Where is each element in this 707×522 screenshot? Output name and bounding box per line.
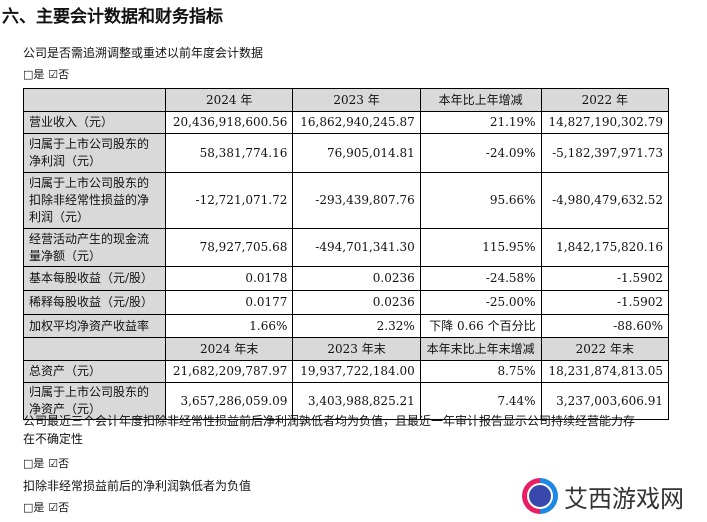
- watermark: 艾西游戏网: [522, 478, 684, 514]
- row-label: 营业收入（元）: [23, 111, 166, 134]
- cell-value: 1,842,175,820.16: [540, 228, 670, 267]
- cell-value: 0.0236: [292, 290, 421, 315]
- cell-value: 20,436,918,600.56: [164, 111, 294, 134]
- no-checkbox: ☑否: [48, 68, 70, 81]
- cell-value: 3,237,003,606.91: [540, 382, 670, 420]
- cell-value: 76,905,014.81: [292, 133, 421, 173]
- yes-checkbox: □是: [23, 457, 45, 470]
- financial-table: 2024 年 2023 年本年比上年增减 2022 年营业收入（元） 20,436,9…: [23, 88, 670, 420]
- cell-value: 21.19%: [419, 111, 542, 134]
- answer-2: □是 ☑否: [23, 455, 69, 471]
- table-row: 营业收入（元） 20,436,918,600.56 16,862,940,245.8…: [23, 111, 670, 134]
- cell-value: 95.66%: [419, 172, 542, 229]
- gear-logo-icon: [522, 478, 558, 514]
- cell-value: 115.95%: [419, 228, 542, 267]
- table-header-row: 2024 年 2023 年本年比上年增减 2022 年: [23, 88, 670, 112]
- table-row: 归属于上市公司股东的扣除非经常性损益的净利润（元） -12,721,071.72-…: [23, 172, 670, 229]
- row-label: 经营活动产生的现金流量净额（元）: [23, 228, 166, 267]
- table-row: 归属于上市公司股东的净资产（元） 3,657,286,059.09 3,403,98…: [23, 382, 670, 420]
- cell-value: 0.0236: [292, 266, 421, 291]
- cell-value: -293,439,807.76: [292, 172, 421, 229]
- cell-value: -4,980,479,632.52: [540, 172, 670, 229]
- watermark-text: 艾西游戏网: [564, 484, 684, 513]
- column-header: 2022 年末: [540, 337, 670, 361]
- cell-value: -5,182,397,971.73: [540, 133, 670, 173]
- cell-value: 1.66%: [164, 314, 294, 338]
- cell-value: 58,381,774.16: [164, 133, 294, 173]
- cell-value: 19,937,722,184.00: [292, 360, 421, 383]
- table-row: 加权平均净资产收益率 1.66% 2.32% 下降 0.66 个百分比 -88.60%: [23, 314, 670, 338]
- column-header: 本年末比上年末增减: [419, 337, 542, 361]
- cell-value: -25.00%: [419, 290, 542, 315]
- cell-value: -12,721,071.72: [164, 172, 294, 229]
- column-header: [23, 88, 166, 112]
- question-going-concern: 公司最近三个会计年度扣除非经常性损益前后净利润孰低者均为负值，且最近一年审计报告…: [23, 414, 636, 446]
- table-row: 稀释每股收益（元/股） 0.0177 0.0236 -25.00% -1.5902: [23, 290, 670, 315]
- answer-3: □是 ☑否: [23, 499, 69, 515]
- cell-value: -24.09%: [419, 133, 542, 173]
- cell-value: 21,682,209,787.97: [164, 360, 294, 383]
- answer-1: □是 ☑否: [23, 66, 69, 82]
- section-title: 六、主要会计数据和财务指标: [2, 7, 223, 27]
- table-row: 基本每股收益（元/股） 0.0178 0.0236 -24.58% -1.5902: [23, 266, 670, 291]
- column-header: [23, 337, 166, 361]
- no-checkbox: ☑否: [48, 501, 70, 514]
- cell-value: 14,827,190,302.79: [540, 111, 670, 134]
- cell-value: 8.75%: [419, 360, 542, 383]
- row-label: 稀释每股收益（元/股）: [23, 290, 166, 315]
- column-header: 2023 年: [292, 88, 421, 112]
- cell-value: 下降 0.66 个百分比: [419, 314, 542, 338]
- cell-value: 18,231,874,813.05: [540, 360, 670, 383]
- yes-checkbox: □是: [23, 501, 45, 514]
- column-header: 本年比上年增减: [419, 88, 542, 112]
- cell-value: -494,701,341.30: [292, 228, 421, 267]
- row-label: 基本每股收益（元/股）: [23, 266, 166, 291]
- cell-value: 16,862,940,245.87: [292, 111, 421, 134]
- cell-value: -1.5902: [540, 266, 670, 291]
- no-checkbox: ☑否: [48, 457, 70, 470]
- column-header: 2022 年: [540, 88, 670, 112]
- cell-value: -1.5902: [540, 290, 670, 315]
- column-header: 2024 年: [164, 88, 294, 112]
- table-row: 总资产（元） 21,682,209,787.97 19,937,722,184.00…: [23, 360, 670, 383]
- row-label: 归属于上市公司股东的净利润（元）: [23, 133, 166, 173]
- cell-value: 78,927,705.68: [164, 228, 294, 267]
- cell-value: 0.0177: [164, 290, 294, 315]
- question-negative-profit: 扣除非经常损益前后的净利润孰低者为负值: [23, 479, 252, 493]
- question-restatement: 公司是否需追溯调整或重述以前年度会计数据: [23, 46, 264, 60]
- table-header-row: 2024 年末 2023 年末 本年末比上年末增减 2022 年末: [23, 337, 670, 361]
- row-label: 归属于上市公司股东的扣除非经常性损益的净利润（元）: [23, 172, 166, 229]
- row-label: 归属于上市公司股东的净资产（元）: [23, 382, 166, 420]
- table-row: 归属于上市公司股东的净利润（元） 58,381,774.16 76,905,014.…: [23, 133, 670, 173]
- column-header: 2024 年末: [164, 337, 294, 361]
- cell-value: -88.60%: [540, 314, 670, 338]
- yes-checkbox: □是: [23, 68, 45, 81]
- row-label: 加权平均净资产收益率: [23, 314, 166, 338]
- table-row: 经营活动产生的现金流量净额（元） 78,927,705.68 -494,701,34…: [23, 228, 670, 267]
- cell-value: 2.32%: [292, 314, 421, 338]
- cell-value: 0.0178: [164, 266, 294, 291]
- cell-value: -24.58%: [419, 266, 542, 291]
- column-header: 2023 年末: [292, 337, 421, 361]
- row-label: 总资产（元）: [23, 360, 166, 383]
- cell-value: 7.44%: [419, 382, 542, 420]
- cell-value: 3,403,988,825.21: [292, 382, 421, 420]
